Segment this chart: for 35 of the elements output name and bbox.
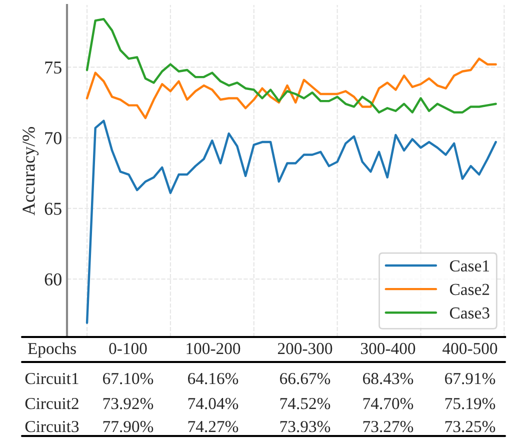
text: Circuit1 — [25, 372, 78, 384]
text: 64.16% — [188, 372, 238, 384]
text: Circuit2 — [25, 398, 78, 410]
legend-label: Case2 — [450, 284, 490, 296]
y-axis-title: Accuracy/% — [22, 127, 39, 216]
text: 0-100 — [109, 342, 147, 354]
text: 73.92% — [103, 398, 154, 410]
y-tick-label: 75 — [45, 62, 62, 74]
text: Epochs — [28, 342, 76, 358]
text: 300-400 — [361, 342, 416, 354]
text: 66.67% — [280, 372, 330, 384]
line-series — [86, 18, 497, 114]
line-series — [86, 58, 497, 120]
text: 74.04% — [188, 398, 238, 410]
text: 74.27% — [188, 420, 238, 432]
line-series — [86, 120, 497, 324]
y-tick-label: 60 — [44, 273, 62, 286]
text: 75.19% — [445, 398, 496, 410]
text: 73.27% — [363, 420, 414, 432]
text: 400-500 — [442, 342, 498, 354]
text: 74.52% — [280, 398, 330, 410]
text: 67.10% — [103, 372, 154, 384]
legend-label: Case1 — [450, 260, 489, 272]
text: 73.93% — [280, 420, 330, 432]
text: 74.70% — [363, 398, 414, 410]
text: 68.43% — [363, 372, 414, 384]
text: 73.25% — [445, 420, 496, 432]
y-tick-label: 70 — [45, 132, 62, 144]
text: 200-300 — [278, 342, 332, 354]
text: 77.90% — [103, 420, 154, 432]
text: 100-200 — [186, 342, 240, 354]
text: Circuit3 — [25, 420, 79, 432]
legend-label: Case3 — [450, 307, 490, 319]
text: 67.91% — [445, 372, 496, 384]
y-tick-label: 65 — [44, 202, 62, 215]
